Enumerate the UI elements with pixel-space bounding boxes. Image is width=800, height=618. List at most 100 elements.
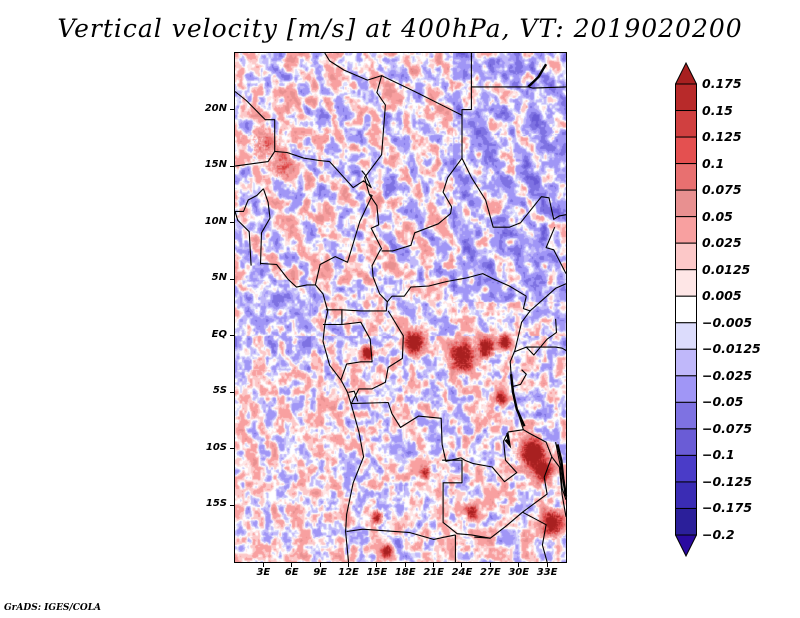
colorbar-tick-label: 0.0125 (702, 261, 751, 277)
y-tick-label: 15S (205, 498, 227, 510)
colorbar (675, 62, 697, 557)
border-line (522, 511, 548, 563)
x-tick (291, 562, 293, 567)
colorbar-box (675, 136, 697, 165)
colorbar-tick-label: −0.175 (702, 500, 753, 516)
y-tick-label: 20N (204, 102, 227, 114)
x-tick-label: 24E (451, 567, 473, 578)
x-tick (489, 562, 491, 567)
x-tick (461, 562, 463, 567)
colorbar-tick-label: −0.2 (702, 527, 735, 542)
border-line (525, 318, 558, 356)
border-line (314, 193, 373, 286)
colorbar-tick-label: −0.0125 (702, 341, 761, 357)
x-tick (319, 562, 321, 567)
lake-outline (556, 444, 568, 497)
colorbar-box (675, 269, 697, 297)
colorbar-box (675, 322, 697, 350)
border-line (381, 115, 463, 252)
colorbar-tick-label: −0.005 (702, 314, 753, 330)
colorbar-tick-label: 0.075 (702, 182, 742, 198)
x-tick (262, 562, 264, 567)
border-line (551, 456, 567, 517)
x-tick (347, 562, 349, 567)
lake-outline (509, 374, 526, 427)
colorbar-box (675, 242, 697, 271)
border-line (471, 86, 567, 89)
colorbar-tick-label: 0.125 (702, 129, 742, 145)
border-line (324, 52, 472, 116)
colorbar-tick-label: 0.15 (702, 102, 733, 118)
border-line (364, 75, 386, 252)
y-tick-label: EQ (211, 328, 227, 340)
x-tick (433, 562, 435, 567)
colorbar-box (675, 507, 697, 536)
colorbar-tick-label: 0.005 (702, 288, 742, 304)
border-line (514, 346, 567, 353)
colorbar-tick-label: −0.125 (702, 473, 753, 489)
border-line (555, 441, 567, 500)
x-tick-label: 27E (479, 567, 501, 578)
colorbar-box (675, 454, 697, 483)
colorbar-tick-label: 0.175 (702, 76, 742, 91)
colorbar-box (675, 375, 697, 403)
colorbar-box (675, 428, 697, 456)
border-line (260, 262, 365, 563)
border-line (350, 310, 404, 404)
colorbar-extend-min (675, 534, 697, 557)
border-line (511, 369, 527, 388)
border-line (234, 211, 252, 266)
y-tick-label: 5N (211, 272, 227, 284)
x-tick-label: 9E (313, 567, 327, 578)
colorbar-tick-label: −0.075 (702, 420, 753, 436)
colorbar-tick-label: −0.1 (702, 447, 735, 463)
border-line (386, 273, 527, 303)
y-tick (230, 109, 235, 111)
border-line (348, 390, 359, 402)
y-tick-label: 5S (212, 385, 227, 397)
colorbar-box (675, 83, 697, 112)
border-line (323, 309, 343, 326)
colorbar-tick-label: 0.05 (702, 208, 733, 224)
border-line (545, 226, 567, 274)
colorbar-box (675, 110, 697, 138)
x-tick (376, 562, 378, 567)
x-tick-label: 15E (366, 567, 388, 578)
colorbar-tick-label: −0.05 (702, 394, 744, 410)
x-tick-label: 12E (338, 567, 359, 578)
y-tick (230, 391, 235, 393)
colorbar-extend-max (675, 62, 697, 85)
colorbar-box (675, 163, 697, 191)
x-tick-label: 3E (256, 567, 271, 578)
y-tick-label: 15N (204, 159, 227, 171)
border-line (259, 188, 271, 265)
y-tick-label: 10N (204, 215, 227, 227)
colorbar-tick-label: 0.1 (702, 155, 725, 171)
colorbar-tick-label: −0.025 (702, 367, 753, 383)
map-plot-area (234, 52, 568, 563)
x-tick (518, 562, 520, 567)
chart-title: Vertical velocity [m/s] at 400hPa, VT: 2… (57, 14, 743, 43)
x-tick (404, 562, 406, 567)
y-tick (230, 222, 235, 224)
x-tick-label: 6E (284, 567, 299, 578)
border-line (529, 283, 567, 312)
border-line (235, 188, 264, 212)
border-line (340, 321, 373, 381)
border-line (461, 157, 567, 228)
x-tick-label: 18E (394, 567, 416, 578)
lake-outline (504, 432, 512, 449)
colorbar-tick-label: 0.025 (702, 235, 742, 251)
y-tick-label: 10S (205, 441, 227, 453)
y-tick (230, 278, 235, 280)
x-tick (546, 562, 548, 567)
border-line (346, 528, 456, 540)
x-tick-label: 21E (423, 567, 444, 578)
border-line (474, 429, 553, 539)
x-tick-label: 30E (508, 567, 530, 578)
border-line (274, 150, 372, 189)
border-line (350, 296, 531, 483)
border-line (442, 459, 491, 539)
colorbar-box (675, 348, 697, 377)
border-line (234, 91, 276, 167)
